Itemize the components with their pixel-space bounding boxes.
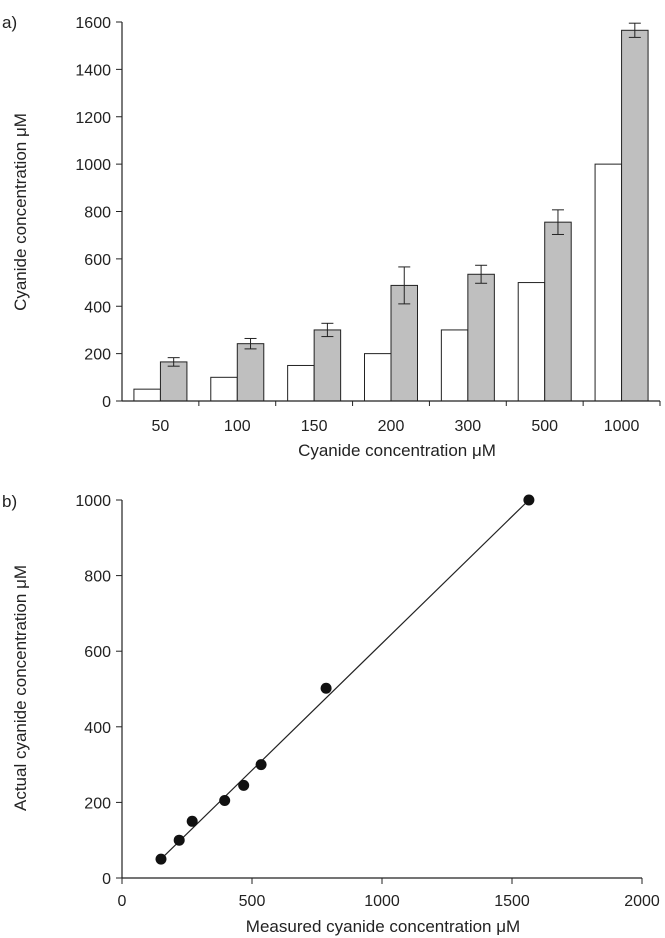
y-tick-label-a-1200: 1200 (75, 110, 111, 127)
y-tick-label-a-800: 800 (84, 205, 111, 222)
data-point-2 (173, 834, 185, 846)
panel-b-axes: 0 200 400 600 800 1000 0 500 1000 1500 2000 (75, 493, 659, 910)
y-tick-label-b-800: 800 (84, 569, 111, 586)
x-tick-label-b-1500: 1500 (494, 893, 530, 910)
panel-b-fit-line (160, 499, 530, 860)
regression-line (160, 499, 530, 860)
y-tick-label-a-0: 0 (102, 394, 111, 411)
x-tick-label-a-50: 50 (152, 418, 170, 435)
data-point-7 (320, 682, 332, 694)
panel-b-label: b) (2, 492, 17, 511)
bar-series1-300 (440, 329, 469, 402)
panel-a-y-axis-title: Cyanide concentration μM (11, 113, 30, 311)
panel-a-bar-chart: a) 50 100 150 200 300 500 1000 0 200 400 600 800 100… (2, 13, 661, 460)
panel-b-x-axis-title: Measured cyanide concentration μM (246, 917, 520, 936)
panel-b-points (155, 494, 535, 865)
x-tick-label-b-1000: 1000 (364, 893, 400, 910)
bar-series2-1000 (621, 29, 649, 402)
data-point-1 (155, 853, 167, 865)
bar-series2-300 (467, 273, 495, 402)
panel-b-y-axis-title: Actual cyanide concentration μM (11, 565, 30, 811)
data-point-6 (255, 759, 267, 771)
x-tick-label-b-500: 500 (239, 893, 266, 910)
panel-b-scatter-chart: b) 0 200 400 600 800 1000 0 500 1000 1500 2000 Mea… (2, 492, 660, 936)
panel-a-label: a) (2, 13, 17, 32)
y-tick-label-b-0: 0 (102, 871, 111, 888)
y-tick-label-a-400: 400 (84, 299, 111, 316)
bar-series2-100 (236, 343, 265, 402)
bar-series2-500 (544, 221, 572, 402)
data-point-5 (238, 779, 250, 791)
x-tick-label-a-500: 500 (531, 418, 558, 435)
bar-series1-1000 (594, 163, 623, 402)
bar-series2-50 (159, 361, 188, 402)
bar-series2-150 (313, 329, 342, 402)
y-tick-label-b-1000: 1000 (75, 493, 111, 510)
bar-series1-200 (364, 353, 392, 402)
y-tick-label-a-1600: 1600 (75, 15, 111, 32)
panel-a-x-axis-title: Cyanide concentration μM (298, 441, 496, 460)
x-tick-label-a-200: 200 (378, 418, 405, 435)
y-tick-label-b-600: 600 (84, 644, 111, 661)
x-tick-label-b-0: 0 (118, 893, 127, 910)
y-tick-label-b-400: 400 (84, 720, 111, 737)
panel-a-axes: 50 100 150 200 300 500 1000 0 200 400 600 800 1000 12… (75, 15, 661, 435)
x-tick-label-a-150: 150 (301, 418, 328, 435)
bar-series1-100 (210, 376, 238, 402)
panel-a-bars (133, 22, 649, 402)
bar-series1-500 (517, 282, 546, 402)
data-point-4 (219, 795, 231, 807)
y-tick-label-a-200: 200 (84, 347, 111, 364)
x-tick-label-a-100: 100 (224, 418, 251, 435)
y-tick-label-a-1400: 1400 (75, 62, 111, 79)
bar-series1-50 (133, 388, 161, 402)
data-point-8 (523, 494, 535, 506)
x-tick-label-b-2000: 2000 (624, 893, 660, 910)
y-tick-label-b-200: 200 (84, 795, 111, 812)
x-tick-label-a-1000: 1000 (604, 418, 640, 435)
y-tick-label-a-1000: 1000 (75, 157, 111, 174)
data-point-3 (186, 815, 198, 827)
y-tick-label-a-600: 600 (84, 252, 111, 269)
x-tick-label-a-300: 300 (455, 418, 482, 435)
bar-series1-150 (287, 364, 315, 402)
